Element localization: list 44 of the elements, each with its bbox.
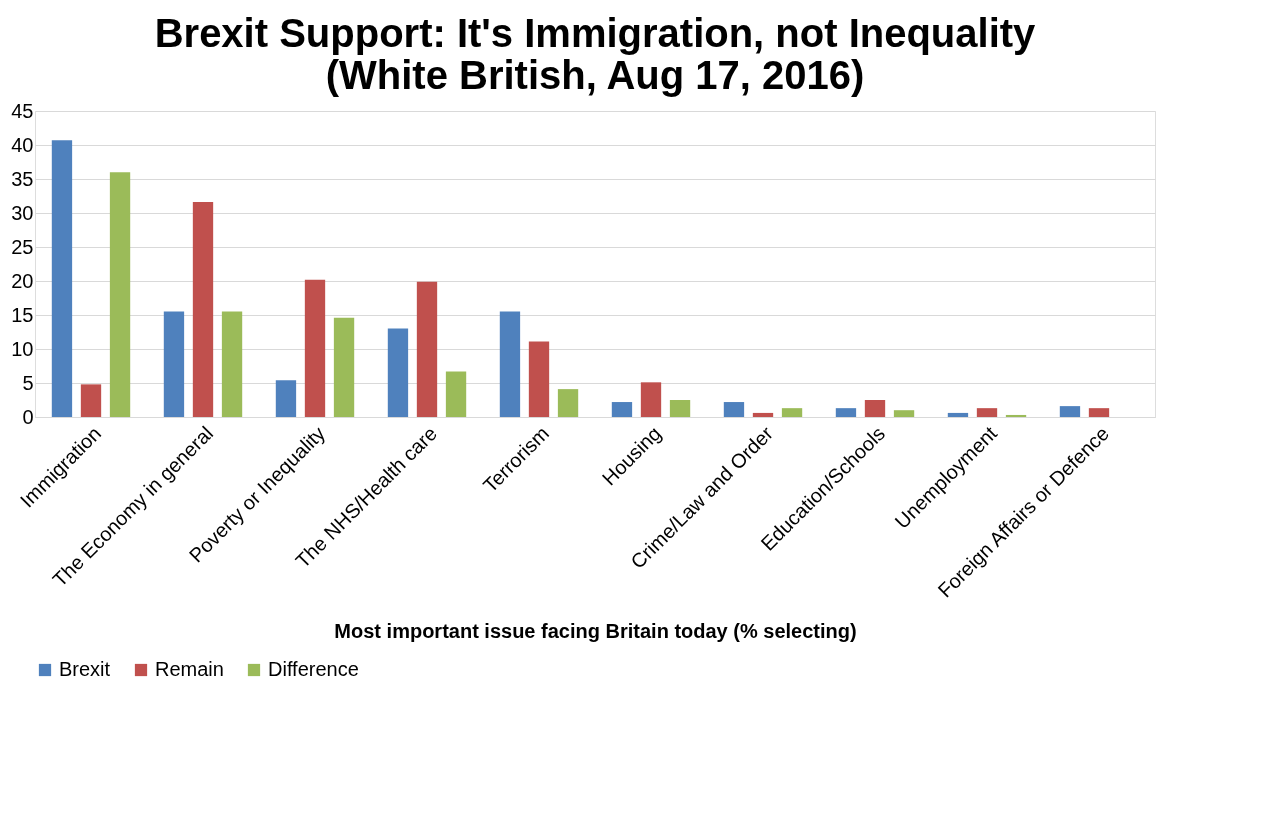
- bar: [304, 279, 326, 417]
- x-axis-title: Most important issue facing Britain today (% selecting): [334, 620, 857, 643]
- bar: [864, 400, 886, 417]
- y-tick-label: 45: [11, 99, 34, 122]
- bar: [1005, 414, 1027, 417]
- bar: [752, 412, 774, 417]
- y-tick-label: 35: [11, 167, 34, 190]
- y-tick-label: 40: [11, 133, 34, 156]
- bar: [557, 389, 579, 417]
- bar: [1088, 408, 1110, 417]
- y-tick-label: 25: [11, 235, 34, 258]
- bar: [528, 341, 550, 417]
- y-tick-label: 10: [11, 337, 34, 360]
- y-tick-label: 15: [11, 303, 34, 326]
- bar: [192, 202, 214, 417]
- bar: [416, 281, 438, 417]
- y-tick-label: 30: [11, 201, 34, 224]
- bar: [109, 172, 131, 417]
- y-tick-label: 0: [22, 405, 34, 428]
- bar: [723, 402, 745, 417]
- legend-label: Difference: [268, 658, 359, 680]
- y-tick-label: 5: [22, 371, 34, 394]
- bar: [275, 380, 297, 417]
- bar: [333, 317, 355, 417]
- bar: [669, 400, 691, 417]
- bar: [51, 140, 73, 417]
- bar: [976, 408, 998, 417]
- bar: [163, 311, 185, 417]
- text: Brexit Support: It's Immigration, not Inequality: [154, 11, 1036, 55]
- bar: [445, 371, 467, 417]
- bar: [781, 408, 803, 417]
- bar: [1059, 406, 1081, 417]
- bar: [80, 384, 102, 417]
- y-tick-label: 20: [11, 269, 34, 292]
- legend-label: Brexit: [59, 658, 111, 680]
- bar: [611, 402, 633, 417]
- legend-label: Remain: [155, 658, 224, 680]
- bar: [387, 328, 409, 417]
- bar: [499, 311, 521, 417]
- bar: [640, 382, 662, 417]
- bar: [947, 412, 969, 417]
- bar: [835, 408, 857, 417]
- bar: [893, 410, 915, 417]
- bar: [221, 311, 243, 417]
